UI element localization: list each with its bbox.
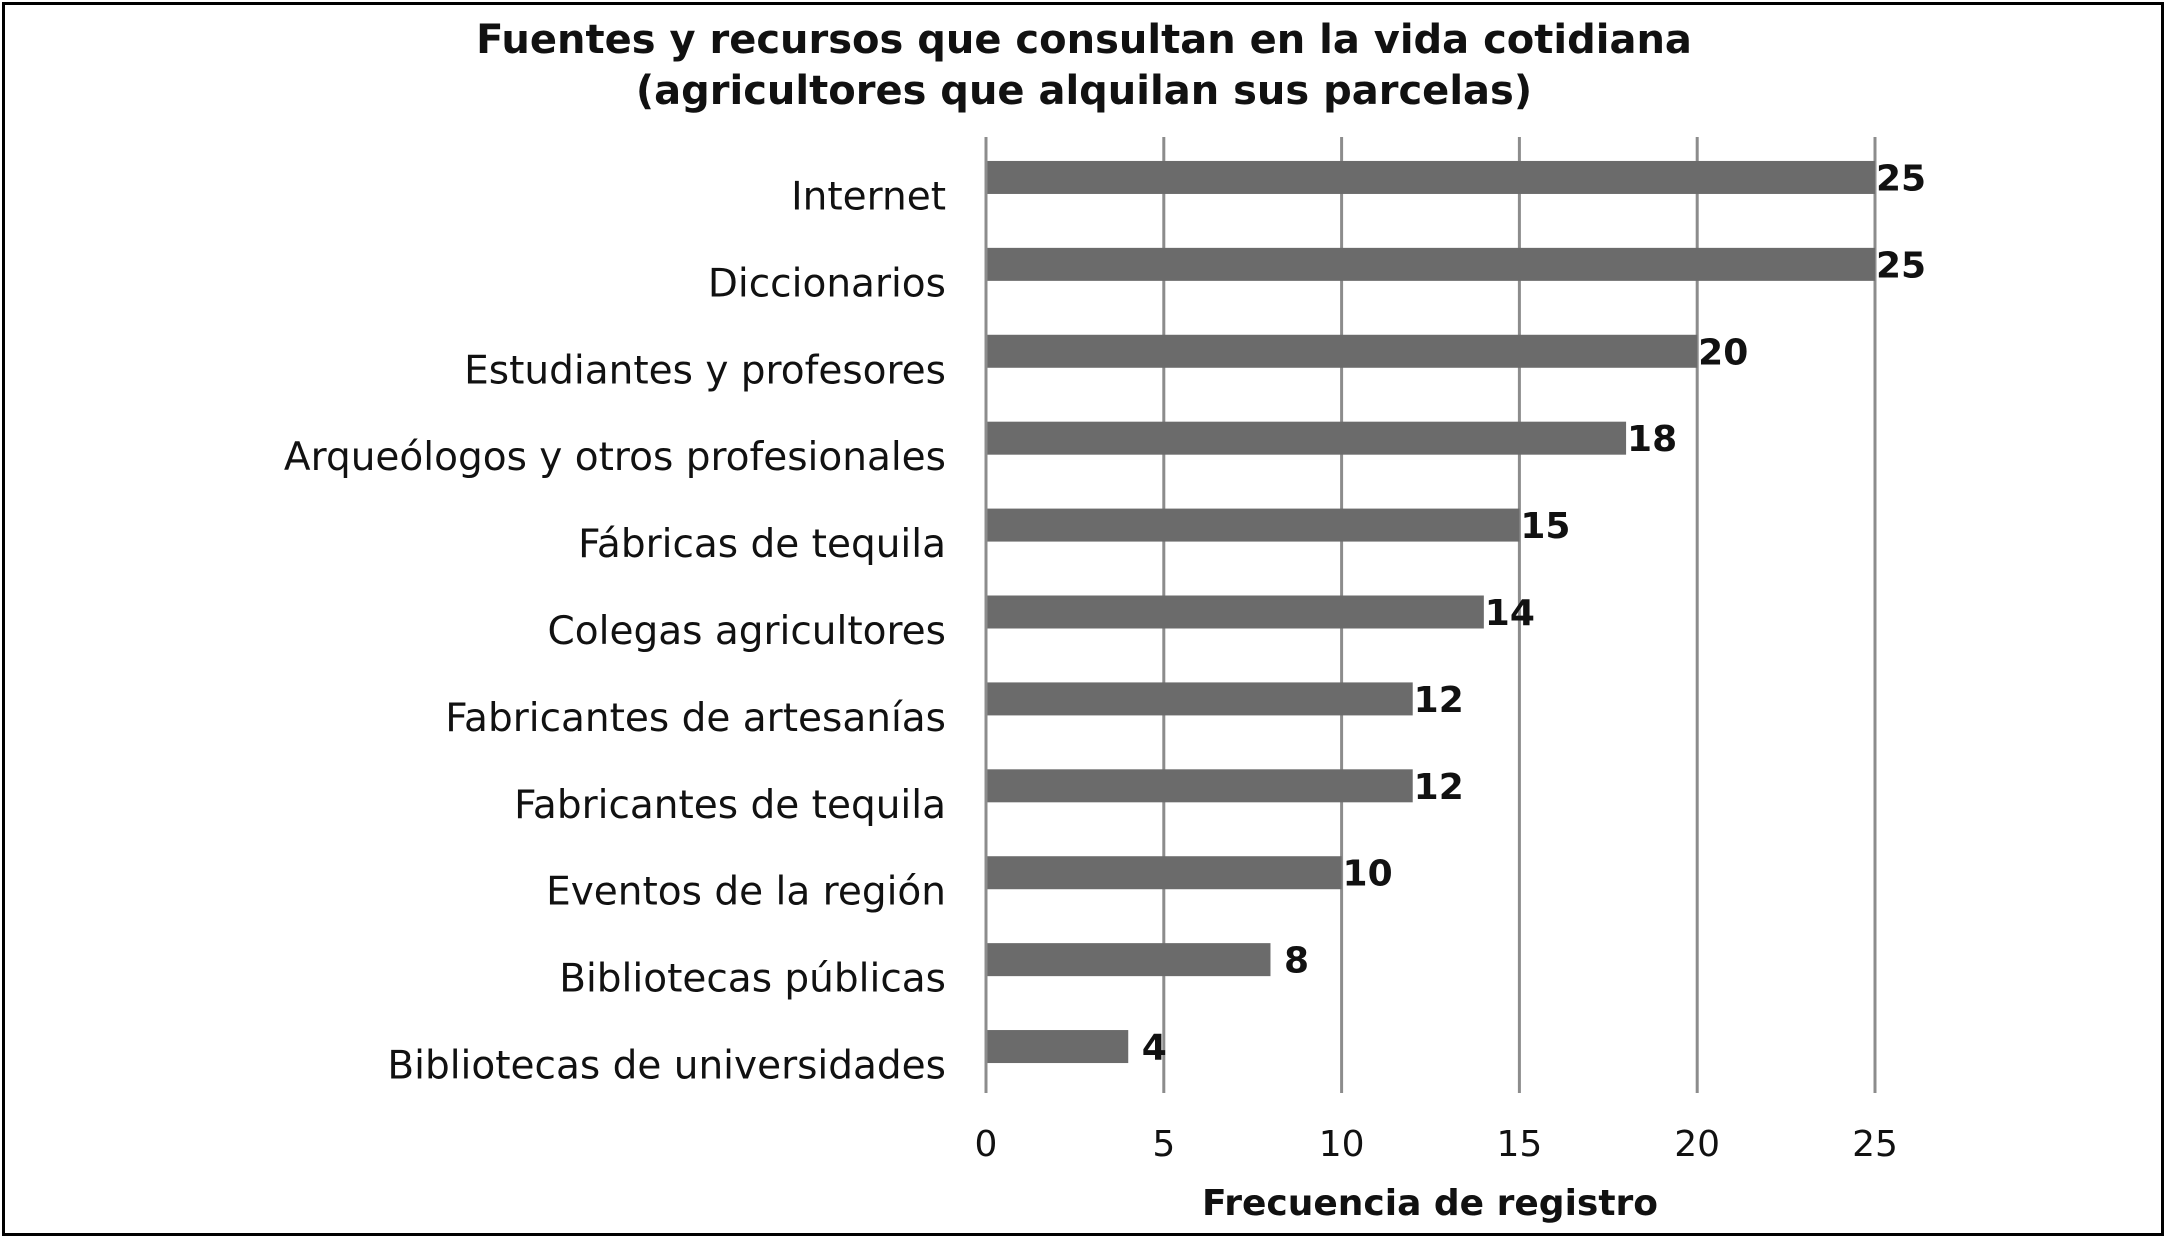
bar <box>986 856 1342 890</box>
category-label: Eventos de la región <box>546 870 946 915</box>
bar <box>986 1030 1129 1064</box>
data-label: 15 <box>1520 506 1570 547</box>
x-axis-title: Frecuencia de registro <box>1202 1183 1658 1224</box>
x-tick-label: 5 <box>1152 1124 1175 1165</box>
data-label: 18 <box>1627 419 1677 460</box>
category-label: Fábricas de tequila <box>578 522 946 567</box>
bar <box>986 769 1413 803</box>
bar <box>986 421 1627 455</box>
tick-labels: 0 5 10 15 20 25 <box>975 1124 1898 1165</box>
category-label: Fabricantes de artesanías <box>445 696 946 741</box>
data-label: 8 <box>1284 941 1309 982</box>
bar <box>986 160 1875 194</box>
data-label: 14 <box>1485 593 1535 634</box>
category-label: Fabricantes de tequila <box>514 783 946 828</box>
data-label: 4 <box>1142 1028 1167 1069</box>
category-labels: Internet Diccionarios Estudiantes y profes… <box>284 174 946 1088</box>
data-label: 25 <box>1876 245 1926 286</box>
x-tick-label: 10 <box>1319 1124 1365 1165</box>
data-label: 12 <box>1414 680 1464 721</box>
data-labels: 25 25 20 18 15 14 12 12 10 8 4 <box>1142 158 1926 1068</box>
chart-subtitle: (agricultores que alquilan sus parcelas) <box>636 68 1532 114</box>
bar <box>986 943 1271 977</box>
category-label: Bibliotecas públicas <box>559 957 946 1002</box>
bar <box>986 247 1875 281</box>
x-tick-label: 0 <box>975 1124 998 1165</box>
bar <box>986 595 1484 629</box>
data-label: 25 <box>1876 158 1926 199</box>
data-label: 10 <box>1343 854 1393 895</box>
category-label: Arqueólogos y otros profesionales <box>284 435 946 480</box>
chart-title: Fuentes y recursos que consultan en la v… <box>476 17 1692 63</box>
category-label: Internet <box>791 174 946 219</box>
category-label: Estudiantes y profesores <box>464 348 946 393</box>
x-tick-label: 20 <box>1674 1124 1720 1165</box>
category-label: Colegas agricultores <box>548 609 946 654</box>
data-label: 20 <box>1698 332 1748 373</box>
x-tick-label: 15 <box>1496 1124 1542 1165</box>
category-label: Bibliotecas de universidades <box>387 1044 946 1089</box>
bar <box>986 334 1698 368</box>
data-label: 12 <box>1414 767 1464 808</box>
x-tick-label: 25 <box>1852 1124 1898 1165</box>
category-label: Diccionarios <box>708 261 946 306</box>
bars <box>986 160 1875 1064</box>
bar <box>986 508 1520 542</box>
bar <box>986 682 1413 716</box>
